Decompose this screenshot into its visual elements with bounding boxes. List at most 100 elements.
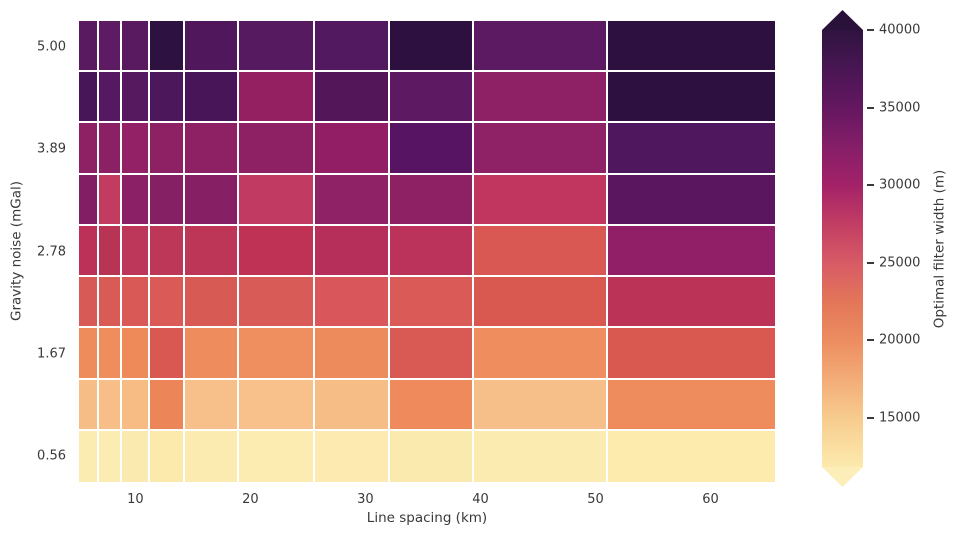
- colorbar-tick-label: 30000: [879, 177, 921, 193]
- heatmap-cell: [390, 328, 472, 378]
- heatmap-cell: [185, 380, 237, 429]
- x-tick-label: 20: [242, 492, 259, 507]
- heatmap-cell: [150, 277, 183, 326]
- heatmap-grid: [79, 21, 775, 482]
- heatmap-cell: [79, 431, 97, 482]
- heatmap-cell: [474, 72, 606, 121]
- heatmap-cell: [79, 123, 97, 173]
- heatmap-cell: [79, 328, 97, 378]
- heatmap-cell: [150, 21, 183, 70]
- y-tick-label: 0.56: [37, 448, 66, 464]
- heatmap-cell: [608, 226, 775, 275]
- colorbar-gradient: [822, 30, 863, 467]
- heatmap-cell: [390, 21, 472, 70]
- heatmap-cell: [99, 175, 120, 224]
- heatmap-cell: [150, 72, 183, 121]
- heatmap-cell: [608, 380, 775, 429]
- heatmap-cell: [474, 431, 606, 482]
- x-tick-label: 30: [357, 492, 374, 507]
- heatmap-cell: [608, 123, 775, 173]
- heatmap-cell: [608, 328, 775, 378]
- heatmap-cell: [122, 123, 148, 173]
- colorbar-tick-label: 25000: [879, 255, 921, 271]
- heatmap-cell: [99, 277, 120, 326]
- heatmap-cell: [474, 226, 606, 275]
- heatmap-cell: [239, 277, 313, 326]
- heatmap-cell: [79, 380, 97, 429]
- heatmap-cell: [99, 226, 120, 275]
- heatmap-cell: [315, 226, 388, 275]
- x-tick-label: 50: [587, 492, 604, 507]
- heatmap-cell: [79, 226, 97, 275]
- heatmap-cell: [150, 123, 183, 173]
- heatmap-cell: [185, 123, 237, 173]
- heatmap-cell: [390, 226, 472, 275]
- heatmap-cell: [79, 175, 97, 224]
- colorbar-extend-max-arrow: [822, 10, 863, 30]
- x-axis-label: Line spacing (km): [366, 510, 488, 526]
- heatmap-cell: [122, 328, 148, 378]
- heatmap-cell: [150, 380, 183, 429]
- heatmap-cell: [315, 175, 388, 224]
- heatmap-cell: [608, 21, 775, 70]
- heatmap-cell: [315, 123, 388, 173]
- y-axis-label: Gravity noise (mGal): [8, 181, 25, 321]
- heatmap-cell: [239, 123, 313, 173]
- colorbar-tick-mark: [867, 106, 874, 109]
- heatmap-cell: [239, 21, 313, 70]
- x-tick-label: 10: [127, 492, 144, 507]
- heatmap-cell: [474, 21, 606, 70]
- heatmap-cell: [185, 328, 237, 378]
- heatmap-cell: [185, 277, 237, 326]
- heatmap-cell: [79, 72, 97, 121]
- heatmap-cell: [122, 72, 148, 121]
- heatmap-cell: [390, 380, 472, 429]
- colorbar-label: Optimal filter width (m): [931, 169, 948, 329]
- heatmap-cell: [390, 123, 472, 173]
- heatmap-cell: [79, 277, 97, 326]
- heatmap-cell: [474, 175, 606, 224]
- heatmap-cell: [239, 380, 313, 429]
- heatmap-cell: [122, 277, 148, 326]
- heatmap-cell: [99, 123, 120, 173]
- x-tick-label: 40: [472, 492, 489, 507]
- colorbar-tick-mark: [867, 261, 874, 264]
- x-tick-label: 60: [702, 492, 719, 507]
- heatmap-cell: [390, 431, 472, 482]
- colorbar-tick-label: 35000: [879, 100, 921, 116]
- colorbar-tick-mark: [867, 417, 874, 420]
- heatmap-cell: [474, 380, 606, 429]
- heatmap-cell: [185, 21, 237, 70]
- heatmap-cell: [150, 328, 183, 378]
- heatmap-cell: [239, 226, 313, 275]
- heatmap-cell: [150, 431, 183, 482]
- y-tick-label: 2.78: [37, 244, 66, 259]
- heatmap-cell: [474, 277, 606, 326]
- colorbar-extend-min-arrow: [822, 467, 863, 487]
- colorbar-tick-label: 15000: [879, 410, 921, 426]
- y-tick-label: 1.67: [37, 346, 66, 362]
- colorbar-tick-label: 40000: [879, 22, 921, 38]
- y-tick-label: 3.89: [37, 141, 66, 157]
- heatmap-cell: [99, 380, 120, 429]
- heatmap-cell: [239, 431, 313, 482]
- heatmap-cell: [185, 226, 237, 275]
- heatmap-cell: [185, 175, 237, 224]
- heatmap-cell: [185, 431, 237, 482]
- colorbar-tick-mark: [867, 29, 874, 31]
- heatmap-cell: [99, 431, 120, 482]
- heatmap-cell: [315, 21, 388, 70]
- heatmap-cell: [315, 277, 388, 326]
- heatmap-cell: [99, 72, 120, 121]
- heatmap-cell: [608, 72, 775, 121]
- heatmap-cell: [99, 21, 120, 70]
- colorbar-tick-mark: [867, 184, 874, 187]
- heatmap-cell: [390, 277, 472, 326]
- heatmap-cell: [315, 328, 388, 378]
- heatmap-cell: [390, 175, 472, 224]
- heatmap-cell: [315, 431, 388, 482]
- heatmap-cell: [390, 72, 472, 121]
- heatmap-cell: [239, 72, 313, 121]
- heatmap-cell: [150, 226, 183, 275]
